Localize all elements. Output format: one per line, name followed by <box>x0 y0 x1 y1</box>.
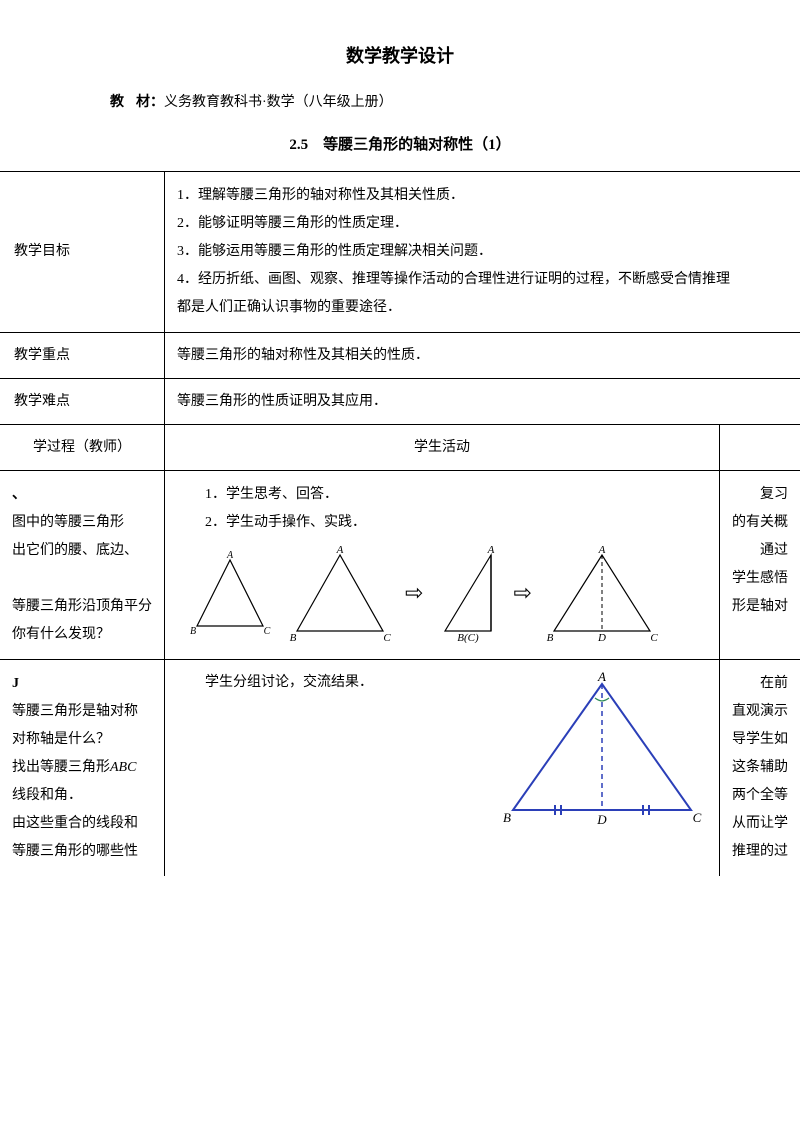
a1-l2: 2．学生动手操作、实践． <box>177 509 707 537</box>
goal-3: 3．能够运用等腰三角形的性质定理解决相关问题． <box>177 238 788 266</box>
t1-l5: 你有什么发现？ <box>12 621 152 649</box>
r2-l1: 直观演示 <box>732 698 788 726</box>
svg-text:D: D <box>596 812 607 827</box>
arrow-2-icon: ⇨ <box>513 573 531 613</box>
goal-1: 1．理解等腰三角形的轴对称性及其相关性质． <box>177 182 788 210</box>
r1-l4: 形是轴对 <box>732 593 788 621</box>
goals-content: 1．理解等腰三角形的轴对称性及其相关性质． 2．能够证明等腰三角形的性质定理． … <box>165 171 800 332</box>
r2-l0: 在前 <box>732 670 788 698</box>
t2-l0: J <box>12 670 152 698</box>
goal-5: 都是人们正确认识事物的重要途径． <box>177 294 788 322</box>
svg-text:A: A <box>226 550 234 561</box>
goals-label: 教学目标 <box>0 171 165 332</box>
r2-l3: 这条辅助 <box>732 754 788 782</box>
design-block-1: 复习 的有关概 通过 学生感悟 形是轴对 <box>720 471 800 660</box>
t1-l3 <box>12 565 152 593</box>
textbook-label-2: 材： <box>136 95 164 110</box>
teacher-block-2: J 等腰三角形是轴对称 对称轴是什么？ 找出等腰三角形ABC 线段和角． 由这些… <box>0 660 165 877</box>
svg-text:A: A <box>487 544 495 556</box>
activity-block-2: 学生分组讨论，交流结果． A B D <box>165 660 720 877</box>
svg-text:C: C <box>693 810 702 825</box>
r2-l2: 导学生如 <box>732 726 788 754</box>
svg-text:C: C <box>383 632 391 643</box>
section-title: 2.5 等腰三角形的轴对称性（1） <box>0 132 800 159</box>
activity-block-1: 1．学生思考、回答． 2．学生动手操作、实践． A B C A <box>165 471 720 660</box>
teacher-block-1: 、 图中的等腰三角形 出它们的腰、底边、 等腰三角形沿顶角平分 你有什么发现？ <box>0 471 165 660</box>
r1-l1: 的有关概 <box>732 509 788 537</box>
svg-text:B: B <box>190 626 196 637</box>
triangle-2-icon: A B C <box>285 543 395 643</box>
svg-text:A: A <box>597 670 606 684</box>
svg-text:B: B <box>290 632 297 643</box>
svg-text:B: B <box>503 810 511 825</box>
activity-header: 学生活动 <box>165 424 720 470</box>
design-header-cut <box>720 424 800 470</box>
keypoint-text: 等腰三角形的轴对称性及其相关的性质． <box>165 332 800 378</box>
t2-l1: 等腰三角形是轴对称 <box>12 698 152 726</box>
design-block-2: 在前 直观演示 导学生如 这条辅助 两个全等 从而让学 推理的过 <box>720 660 800 877</box>
lesson-table: 教学目标 1．理解等腰三角形的轴对称性及其相关性质． 2．能够证明等腰三角形的性… <box>0 171 800 877</box>
triangle-blue-icon: A B D C <box>497 670 707 830</box>
t2-l3: 找出等腰三角形ABC <box>12 754 152 782</box>
goal-2: 2．能够证明等腰三角形的性质定理． <box>177 210 788 238</box>
a1-l1: 1．学生思考、回答． <box>177 481 707 509</box>
t2-l2: 对称轴是什么？ <box>12 726 152 754</box>
textbook-label-1: 教 <box>110 95 136 110</box>
textbook-value: 义务教育教科书·数学（八年级上册） <box>164 95 393 110</box>
triangle-4-icon: A B D C <box>542 543 662 643</box>
difficulty-label: 教学难点 <box>0 378 165 424</box>
svg-text:C: C <box>264 626 271 637</box>
a2-text: 学生分组讨论，交流结果． <box>177 670 467 695</box>
keypoint-label: 教学重点 <box>0 332 165 378</box>
t1-l4: 等腰三角形沿顶角平分 <box>12 593 152 621</box>
t1-l2: 出它们的腰、底边、 <box>12 537 152 565</box>
t2-l6: 等腰三角形的哪些性 <box>12 838 152 866</box>
t2-l4: 线段和角． <box>12 782 152 810</box>
svg-text:C: C <box>650 632 658 643</box>
t1-l0: 、 <box>12 481 152 509</box>
svg-text:B: B <box>547 632 554 643</box>
triangle-sequence: A B C A B C ⇨ <box>185 543 707 643</box>
textbook-line: 教材：义务教育教科书·数学（八年级上册） <box>110 90 800 115</box>
svg-text:D: D <box>597 632 606 643</box>
r2-l4: 两个全等 <box>732 782 788 810</box>
svg-text:A: A <box>598 544 606 556</box>
r1-l2: 通过 <box>732 537 788 565</box>
arrow-1-icon: ⇨ <box>405 573 423 613</box>
r1-l3: 学生感悟 <box>732 565 788 593</box>
goal-4: 4．经历折纸、画图、观察、推理等操作活动的合理性进行证明的过程，不断感受合情推理 <box>177 266 788 294</box>
svg-text:B(C): B(C) <box>458 632 480 643</box>
difficulty-text: 等腰三角形的性质证明及其应用． <box>165 378 800 424</box>
r1-l0: 复习 <box>732 481 788 509</box>
r2-l5: 从而让学 <box>732 810 788 838</box>
triangle-3-icon: A B(C) <box>433 543 503 643</box>
page-title: 数学教学设计 <box>0 40 800 72</box>
r2-l6: 推理的过 <box>732 838 788 866</box>
teacher-header: 学过程（教师） <box>0 424 165 470</box>
t1-l1: 图中的等腰三角形 <box>12 509 152 537</box>
svg-text:A: A <box>336 544 344 556</box>
t2-l5: 由这些重合的线段和 <box>12 810 152 838</box>
triangle-1-icon: A B C <box>185 548 275 638</box>
